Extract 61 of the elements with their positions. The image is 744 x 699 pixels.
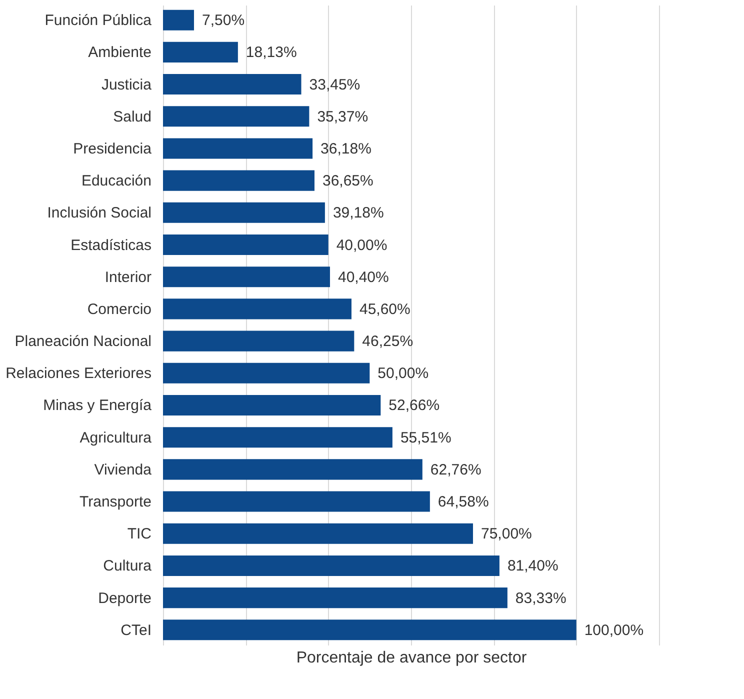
bar: [163, 202, 325, 223]
data-label: 45,60%: [359, 300, 410, 318]
y-tick-label: Educación: [81, 172, 152, 190]
data-label: 18,13%: [246, 44, 297, 62]
bar: [163, 74, 302, 95]
bar: [163, 394, 381, 416]
y-tick-label: Relaciones Exteriores: [6, 365, 152, 382]
bar: [163, 491, 430, 512]
bar: [163, 106, 310, 127]
bar: [163, 427, 392, 448]
bar: [163, 170, 314, 191]
y-tick-label: Salud: [113, 108, 152, 126]
data-label: 75,00%: [481, 526, 532, 543]
data-label: 35,37%: [317, 108, 368, 126]
bar: [163, 362, 370, 384]
data-label: 40,40%: [338, 268, 389, 286]
data-label: 83,33%: [515, 590, 566, 607]
bar: [163, 234, 328, 256]
bar: [163, 588, 508, 608]
bar: [163, 42, 238, 62]
data-label: 62,76%: [430, 461, 482, 478]
bar: [163, 10, 194, 30]
bar: [163, 138, 313, 159]
y-tick-label: Interior: [104, 268, 152, 286]
y-tick-label: Presidencia: [73, 140, 152, 158]
bar: [163, 266, 330, 288]
bar: [163, 298, 352, 320]
data-label: 40,00%: [336, 236, 388, 254]
x-axis-title: Porcentaje de avance por sector: [296, 650, 528, 666]
data-label: 50,00%: [378, 365, 429, 382]
bar: [163, 555, 500, 576]
y-tick-label: Minas y Energía: [43, 397, 152, 414]
y-tick-label: Inclusión Social: [47, 204, 152, 222]
data-label: 100,00%: [584, 622, 644, 639]
bar: [163, 620, 576, 640]
data-label: 81,40%: [507, 558, 558, 575]
y-tick-label: Vivienda: [94, 461, 152, 478]
y-tick-label: Ambiente: [88, 44, 152, 62]
bar: [163, 459, 422, 480]
y-tick-label: Comercio: [87, 300, 152, 318]
data-label: 39,18%: [332, 204, 384, 222]
y-tick-label: Cultura: [103, 558, 152, 575]
y-tick-label: Justicia: [101, 76, 152, 94]
y-tick-label: Función Pública: [44, 12, 152, 30]
y-tick-label: TIC: [127, 526, 152, 543]
data-label: 7,50%: [202, 12, 245, 30]
y-tick-label: Transporte: [80, 494, 152, 511]
data-label: 33,45%: [309, 76, 360, 94]
y-tick-label: Agricultura: [80, 429, 152, 446]
y-tick-label: Deporte: [98, 590, 152, 607]
bar: [163, 523, 473, 544]
data-label: 64,58%: [438, 494, 489, 511]
bar: [163, 330, 354, 352]
data-label: 36,65%: [322, 172, 374, 190]
y-tick-label: Planeación Nacional: [14, 333, 152, 350]
y-tick-label: Estadísticas: [70, 236, 152, 254]
data-label: 55,51%: [400, 429, 452, 446]
data-label: 46,25%: [362, 333, 414, 350]
y-tick-label: CTeI: [120, 622, 152, 639]
data-label: 52,66%: [388, 397, 440, 414]
data-label: 36,18%: [320, 140, 372, 158]
